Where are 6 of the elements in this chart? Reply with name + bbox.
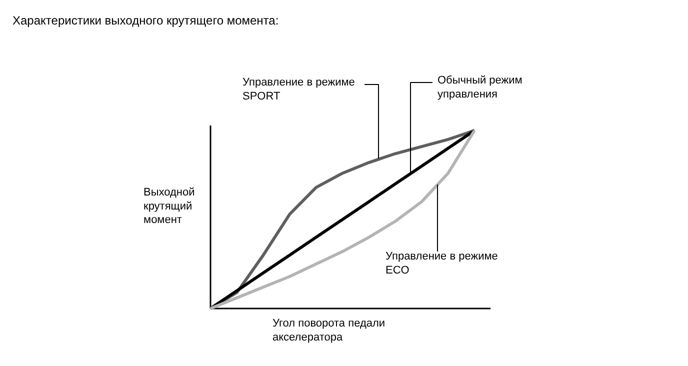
text: Управление в режиме SPORT	[242, 76, 355, 102]
series-label: Управление в режиме ECO	[386, 250, 498, 276]
chart-title: Характеристики выходного крутящего момента:	[12, 14, 279, 28]
y-axis-title: Выходной крутящий момент	[144, 186, 195, 226]
x-axis-title: Угол поворота педали акселератора	[272, 318, 386, 344]
text: Обычный режим управления	[438, 74, 522, 100]
